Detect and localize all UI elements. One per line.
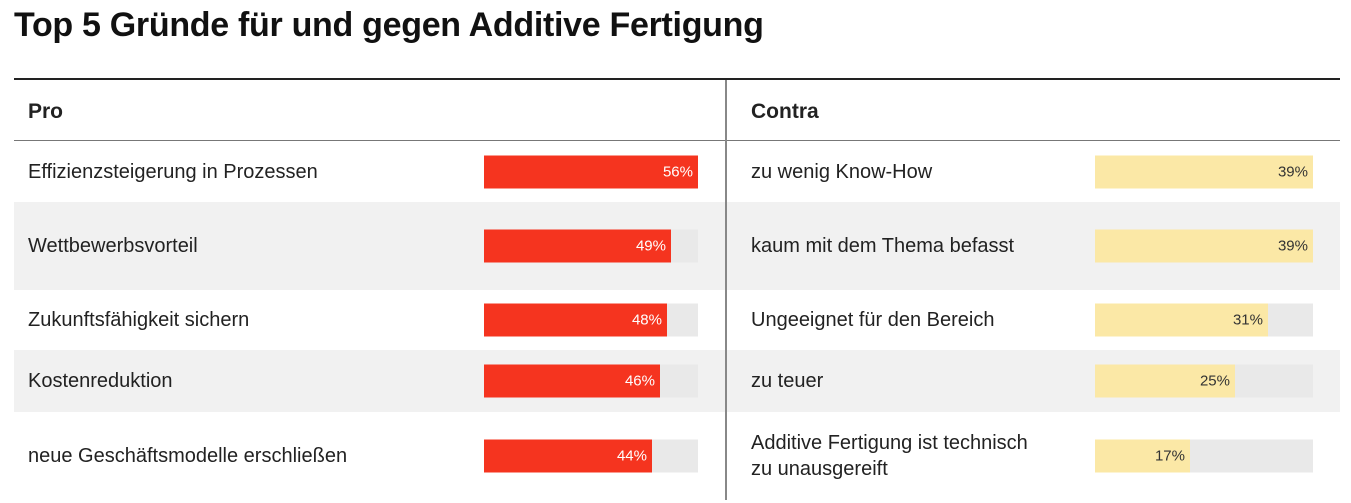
pro-bar	[484, 364, 660, 398]
pro-bar	[484, 155, 698, 189]
pro-row-label: Effizienzsteigerung in Prozessen	[28, 161, 318, 183]
contra-bar-value-label: 17%	[1154, 447, 1185, 465]
contra-row-label: zu wenig Know-How	[751, 161, 933, 183]
pro-row-label: Zukunftsfähigkeit sichern	[28, 309, 250, 331]
pro-bar-value-label: 44%	[616, 447, 647, 465]
pro-bar-value-label: 49%	[635, 237, 666, 255]
pro-bar-track: 49%	[484, 229, 698, 263]
pro-bar-value-label: 46%	[624, 372, 655, 390]
pro-row: Zukunftsfähigkeit sichern 48%	[14, 290, 726, 350]
contra-header-label: Contra	[751, 100, 819, 123]
pro-bar-track: 46%	[484, 364, 698, 398]
contra-bar-track: 39%	[1095, 229, 1313, 263]
contra-bar-value-label: 25%	[1199, 372, 1230, 390]
chart-title: Top 5 Gründe für und gegen Additive Fert…	[14, 6, 764, 44]
pro-bar-value-label: 56%	[662, 163, 693, 181]
contra-row: zu wenig Know-How 39%	[727, 142, 1340, 202]
pro-column-header: Pro	[14, 80, 726, 141]
pro-bar-track: 44%	[484, 439, 698, 473]
contra-row: Additive Fertigung ist technisch zu unau…	[727, 412, 1340, 500]
column-divider	[725, 80, 727, 500]
contra-column: Contra zu wenig Know-How 39% kaum mit dem …	[727, 80, 1340, 500]
pro-row: Wettbewerbsvorteil 49%	[14, 202, 726, 290]
contra-bar-value-label: 39%	[1277, 237, 1308, 255]
pro-bar-value-label: 48%	[631, 311, 662, 329]
pro-bar	[484, 303, 667, 337]
contra-bar	[1095, 439, 1190, 473]
contra-row: kaum mit dem Thema befasst 39%	[727, 202, 1340, 290]
contra-row-label: kaum mit dem Thema befasst	[751, 235, 1015, 257]
contra-column-header: Contra	[727, 80, 1340, 141]
contra-bar	[1095, 364, 1235, 398]
pro-row-label: Wettbewerbsvorteil	[28, 235, 198, 257]
pro-bar	[484, 229, 671, 263]
contra-row-label: zu teuer	[751, 370, 824, 392]
contra-bar-track: 31%	[1095, 303, 1313, 337]
pro-row-label: Kostenreduktion	[28, 370, 173, 392]
contra-bar-track: 25%	[1095, 364, 1313, 398]
pro-row: Kostenreduktion 46%	[14, 350, 726, 412]
contra-bar-value-label: 39%	[1277, 163, 1308, 181]
pro-bar	[484, 439, 652, 473]
pro-column: Pro Effizienzsteigerung in Prozessen 56% W…	[14, 80, 726, 500]
pro-bar-track: 48%	[484, 303, 698, 337]
contra-bar-track: 39%	[1095, 155, 1313, 189]
contra-bar	[1095, 303, 1268, 337]
pro-row-label: neue Geschäftsmodelle erschließen	[28, 445, 348, 467]
pro-bar-track: 56%	[484, 155, 698, 189]
contra-row-label: Additive Fertigung ist technisch zu unau…	[751, 432, 1028, 480]
contra-bar-track: 17%	[1095, 439, 1313, 473]
pro-header-label: Pro	[28, 100, 64, 123]
contra-row: Ungeeignet für den Bereich 31%	[727, 290, 1340, 350]
contra-bar	[1095, 229, 1313, 263]
contra-bar-value-label: 31%	[1232, 311, 1263, 329]
contra-bar	[1095, 155, 1313, 189]
contra-row-label: Ungeeignet für den Bereich	[751, 309, 995, 331]
contra-row: zu teuer 25%	[727, 350, 1340, 412]
pro-row: neue Geschäftsmodelle erschließen 44%	[14, 412, 726, 500]
pro-row: Effizienzsteigerung in Prozessen 56%	[14, 142, 726, 202]
comparison-table: Pro Effizienzsteigerung in Prozessen 56% W…	[14, 78, 1340, 502]
